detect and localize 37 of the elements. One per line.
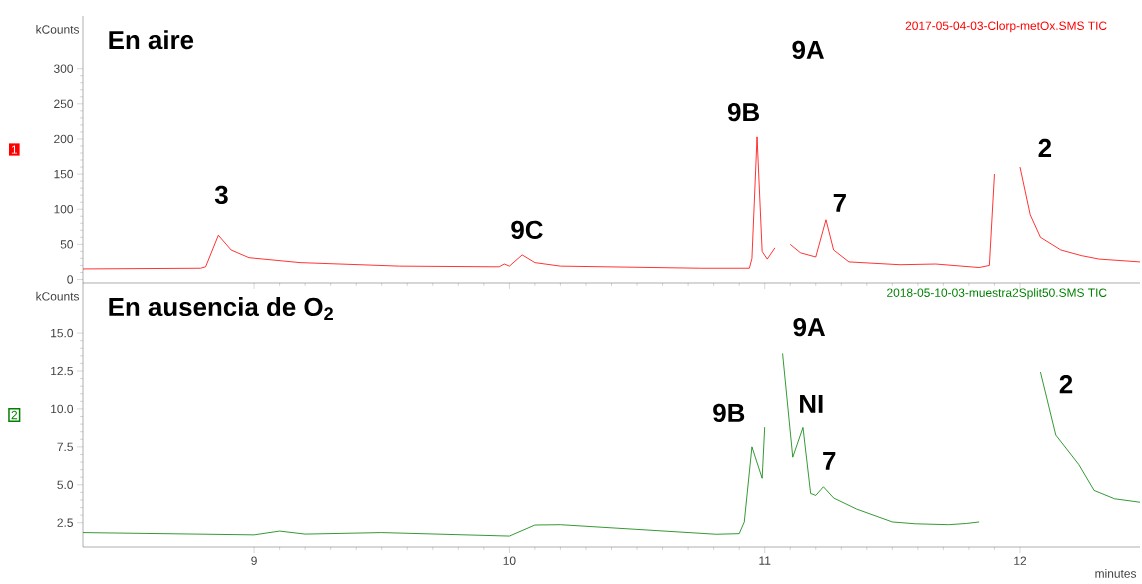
y-tick-label: 200 [54, 134, 74, 144]
x-axis-title: minutes [1095, 569, 1137, 578]
annotation: 9A [792, 40, 824, 60]
annotation: 2 [1038, 138, 1052, 157]
x-tick-label: 10 [503, 556, 516, 565]
y-axis-title: kCounts [36, 24, 80, 34]
annotation: 9C [511, 220, 543, 240]
x-tick-label: 9 [251, 556, 257, 565]
annotation: 7 [833, 193, 846, 212]
y-tick-label: 50 [60, 240, 74, 249]
annotation: 9B [713, 403, 745, 423]
annotation: 7 [823, 452, 836, 470]
annotation: 9B [727, 102, 760, 122]
annotation: 3 [214, 185, 228, 205]
y-tick-label: 7.5 [57, 442, 73, 452]
annotation: NI [800, 394, 823, 413]
y-tick-label: 0 [67, 275, 74, 284]
x-tick-label: 12 [1014, 556, 1027, 565]
text: 2 [11, 410, 18, 420]
y-axis-title: kCounts [36, 291, 80, 301]
y-tick-label: 5.0 [57, 480, 74, 490]
y-tick-label: 100 [54, 204, 74, 214]
y-tick-label: 12.5 [51, 366, 73, 376]
annotation: 9A [793, 317, 826, 337]
text: 1 [11, 145, 18, 154]
text: 2018-05-10-03-muestra2Split50.SMS TIC [887, 288, 1107, 300]
y-tick-label: 15.0 [51, 328, 74, 338]
y-tick-label: 150 [54, 169, 74, 179]
y-tick-label: 2.5 [57, 518, 73, 527]
y-tick-label: 300 [53, 64, 74, 73]
annotation: 2 [1059, 375, 1073, 394]
chart-title: En aire [109, 30, 194, 50]
y-tick-label: 250 [54, 99, 74, 109]
y-tick-label: 10.0 [51, 404, 74, 414]
text: 2017-05-04-03-Clorp-metOx.SMS TIC [905, 21, 1107, 33]
chart-title: En ausencia de O$_{2}$ [109, 297, 333, 320]
x-tick-label: 11 [759, 556, 771, 565]
